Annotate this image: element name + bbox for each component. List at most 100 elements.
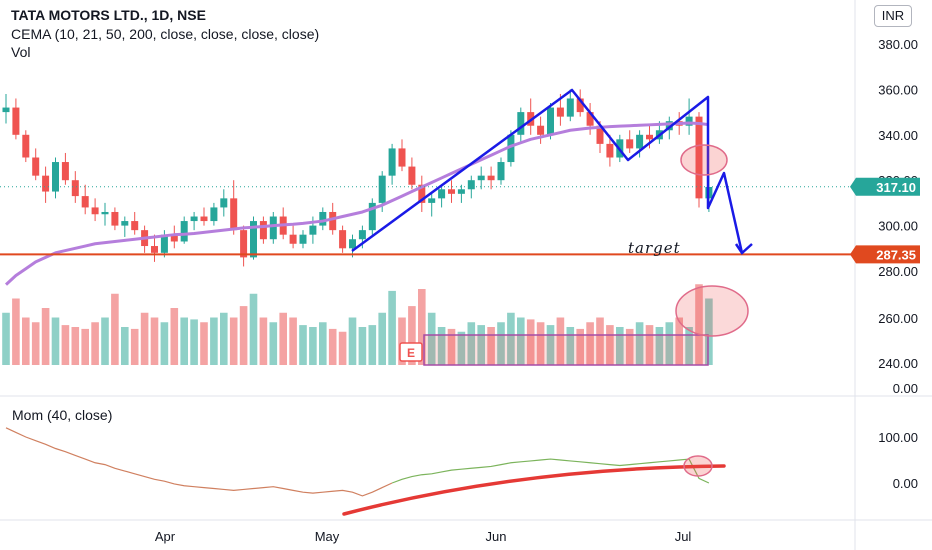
volume-bar	[606, 325, 614, 365]
candle-body	[695, 116, 703, 199]
indicator-legend[interactable]: CEMA (10, 21, 50, 200, close, close, clo…	[11, 26, 320, 42]
candle-body	[210, 207, 218, 222]
candle-body	[457, 189, 465, 194]
candle-body	[309, 225, 317, 235]
volume-highlight-circle	[675, 285, 749, 337]
candle-body	[626, 139, 634, 149]
candle	[200, 207, 208, 226]
volume-bar	[249, 293, 258, 365]
volume-bar	[61, 325, 70, 365]
candle	[269, 211, 277, 244]
candle	[428, 193, 436, 217]
candle	[190, 211, 198, 231]
price-axis: 380.00360.00340.00320.00300.00280.00260.…	[878, 37, 918, 371]
candle	[22, 130, 30, 163]
volume-bar	[616, 327, 624, 365]
momentum-axis-tick: 0.00	[893, 381, 918, 396]
volume-bar	[675, 317, 683, 365]
volume-bar	[269, 322, 278, 365]
candle	[487, 166, 495, 190]
target-line: target	[0, 239, 855, 257]
volume-bar	[210, 317, 218, 365]
volume-bar	[12, 298, 20, 365]
candle-body	[378, 175, 386, 203]
volume-bar	[596, 317, 604, 365]
candle	[170, 225, 178, 249]
candle	[2, 93, 10, 124]
pattern-annotation	[351, 88, 753, 255]
last-price-tag: 317.10	[850, 177, 920, 196]
candle	[210, 202, 218, 226]
volume-legend[interactable]: Vol	[11, 44, 31, 60]
candle	[32, 148, 40, 181]
volume-bar	[437, 327, 446, 365]
candle	[52, 157, 59, 199]
candle	[695, 112, 703, 208]
candle	[339, 225, 347, 253]
volume-bar	[200, 322, 208, 365]
candle-body	[368, 202, 376, 231]
volume-bar	[685, 327, 693, 365]
volume-bar	[408, 306, 416, 365]
candle	[259, 216, 267, 244]
candle-body	[240, 230, 248, 258]
price-axis-tick: 340.00	[878, 128, 918, 143]
candle-body	[91, 207, 99, 215]
volume-bar	[507, 312, 515, 365]
volume-bar	[111, 293, 119, 365]
momentum-line-up	[391, 458, 710, 484]
candle	[91, 198, 99, 222]
candle-body	[299, 234, 307, 244]
candle	[180, 216, 188, 244]
candle	[438, 184, 446, 208]
candle	[220, 189, 228, 217]
candle	[626, 130, 634, 153]
candle	[685, 98, 693, 135]
candle-body	[408, 166, 416, 185]
candle	[517, 107, 525, 144]
volume-bar	[299, 325, 307, 365]
volume-bar	[388, 290, 396, 365]
candle	[42, 166, 50, 203]
price-axis-tick: 380.00	[878, 37, 918, 52]
candle-body	[81, 196, 89, 208]
candle-body	[517, 112, 525, 135]
momentum-legend[interactable]: Mom (40, close)	[12, 407, 113, 423]
chart-title: TATA MOTORS LTD., 1D, NSE	[11, 7, 206, 23]
volume-bar	[427, 312, 436, 365]
volume-bar	[536, 322, 545, 365]
volume-bar	[665, 322, 674, 365]
volume-bar	[695, 284, 703, 365]
momentum-axis-tick: 0.00	[893, 476, 918, 491]
candle	[408, 157, 416, 190]
volume-bar	[566, 327, 575, 365]
date-axis-label: May	[315, 529, 340, 544]
candle-body	[586, 112, 594, 126]
candle	[576, 89, 584, 117]
candle	[71, 171, 79, 203]
date-axis: Apr May Jun Jul	[155, 529, 692, 544]
candle-body	[250, 221, 257, 258]
candle	[12, 98, 20, 140]
volume-bar	[338, 331, 347, 365]
volume-bar	[586, 322, 594, 365]
currency-button[interactable]: INR	[874, 5, 912, 27]
volume-bar	[358, 327, 367, 365]
volume-bar	[22, 317, 30, 365]
volume-bar	[556, 317, 565, 365]
volume-bar	[180, 317, 188, 365]
volume-bar	[41, 308, 50, 365]
momentum-trend-arc	[342, 464, 726, 516]
candle	[388, 143, 396, 185]
volume-bar	[150, 317, 159, 365]
candle-body	[339, 230, 347, 249]
volume-bar	[229, 317, 238, 365]
candle-body	[180, 221, 188, 242]
volume-bar	[328, 328, 337, 365]
candle-body	[388, 148, 396, 176]
candle	[250, 216, 257, 260]
candle	[467, 175, 475, 199]
volume-bar	[319, 322, 327, 365]
volume-bar	[645, 325, 654, 365]
